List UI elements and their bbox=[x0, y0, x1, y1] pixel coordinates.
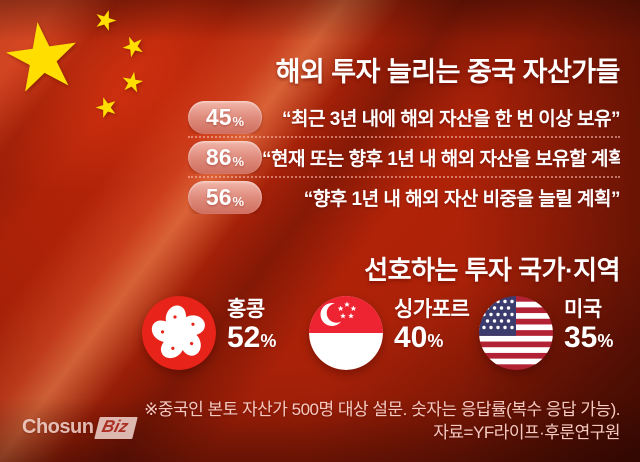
source-credit: 자료=YF라이프·후룬연구원 bbox=[433, 423, 620, 442]
stat-value-badge: 45% bbox=[188, 101, 262, 134]
country-info: 싱가포르 40% bbox=[394, 296, 470, 370]
china-flag-small-star-icon: ★ bbox=[90, 89, 123, 126]
stat-quote: “현재 또는 향후 1년 내 해외 자산을 보유할 계획” bbox=[262, 149, 620, 170]
china-flag-big-star-icon: ★ bbox=[0, 1, 91, 114]
china-flag-small-star-icon: ★ bbox=[89, 2, 122, 39]
dotted-divider bbox=[188, 136, 620, 138]
country-percent: 40 bbox=[394, 321, 428, 354]
country-info: 미국 35% bbox=[564, 296, 613, 370]
hong-kong-flag-icon bbox=[142, 296, 216, 370]
country-value: 35% bbox=[564, 322, 613, 357]
china-flag-small-star-icon: ★ bbox=[117, 65, 147, 100]
country-name: 미국 bbox=[564, 298, 602, 321]
logo-text-biz: Biz bbox=[100, 416, 131, 436]
country-name: 홍콩 bbox=[227, 298, 265, 321]
stat-value: 45 bbox=[205, 104, 232, 130]
stat-unit: % bbox=[232, 193, 245, 209]
stat-unit: % bbox=[232, 113, 245, 129]
stat-value: 56 bbox=[205, 184, 232, 210]
country-singapore: 싱가포르 40% bbox=[309, 296, 470, 370]
survey-stats: 45% “최근 3년 내에 해외 자산을 한 번 이상 보유” 86% “현재 … bbox=[188, 101, 620, 214]
country-info: 홍콩 52% bbox=[227, 296, 276, 370]
footnote: ※중국인 본토 자산가 500명 대상 설문. 숫자는 응답률(복수 응답 가능… bbox=[144, 400, 620, 419]
country-usa: 미국 35% bbox=[479, 296, 613, 370]
chosunbiz-logo: Chosun Biz bbox=[22, 416, 138, 439]
country-percent: 52 bbox=[227, 321, 261, 354]
usa-flag-icon bbox=[479, 296, 553, 370]
stat-row: 45% “최근 3년 내에 해외 자산을 한 번 이상 보유” bbox=[188, 101, 620, 134]
dotted-divider bbox=[188, 176, 620, 178]
logo-biz-parallelogram: Biz bbox=[94, 416, 138, 439]
stat-row: 86% “현재 또는 향후 1년 내 해외 자산을 보유할 계획” bbox=[188, 141, 620, 174]
country-percent-unit: % bbox=[427, 331, 444, 351]
china-flag-small-star-icon: ★ bbox=[116, 27, 151, 65]
logo-text-chosun: Chosun bbox=[22, 416, 94, 438]
stat-value-badge: 56% bbox=[188, 181, 262, 214]
singapore-flag-icon bbox=[309, 296, 383, 370]
stat-row: 56% “향후 1년 내 해외 자산 비중을 늘릴 계획” bbox=[188, 181, 620, 214]
stat-quote: “향후 1년 내 해외 자산 비중을 늘릴 계획” bbox=[303, 189, 620, 210]
stat-value-badge: 86% bbox=[188, 141, 262, 174]
country-value: 52% bbox=[227, 322, 276, 357]
footer: ※중국인 본토 자산가 500명 대상 설문. 숫자는 응답률(복수 응답 가능… bbox=[144, 398, 620, 444]
country-percent-unit: % bbox=[597, 331, 614, 351]
preferred-countries: 홍콩 52% bbox=[0, 296, 640, 372]
stat-value: 86 bbox=[205, 144, 232, 170]
country-percent-unit: % bbox=[260, 331, 277, 351]
china-flag-stars: ★ ★ ★ ★ ★ bbox=[0, 0, 220, 160]
stat-unit: % bbox=[232, 153, 245, 169]
country-hong-kong: 홍콩 52% bbox=[142, 296, 276, 370]
stat-quote: “최근 3년 내에 해외 자산을 한 번 이상 보유” bbox=[282, 109, 620, 130]
country-value: 40% bbox=[394, 322, 469, 357]
page-title: 해외 투자 늘리는 중국 자산가들 bbox=[275, 57, 621, 87]
country-percent: 35 bbox=[564, 321, 598, 354]
country-name: 싱가포르 bbox=[394, 298, 470, 321]
section-heading: 선호하는 투자 국가·지역 bbox=[364, 255, 620, 285]
